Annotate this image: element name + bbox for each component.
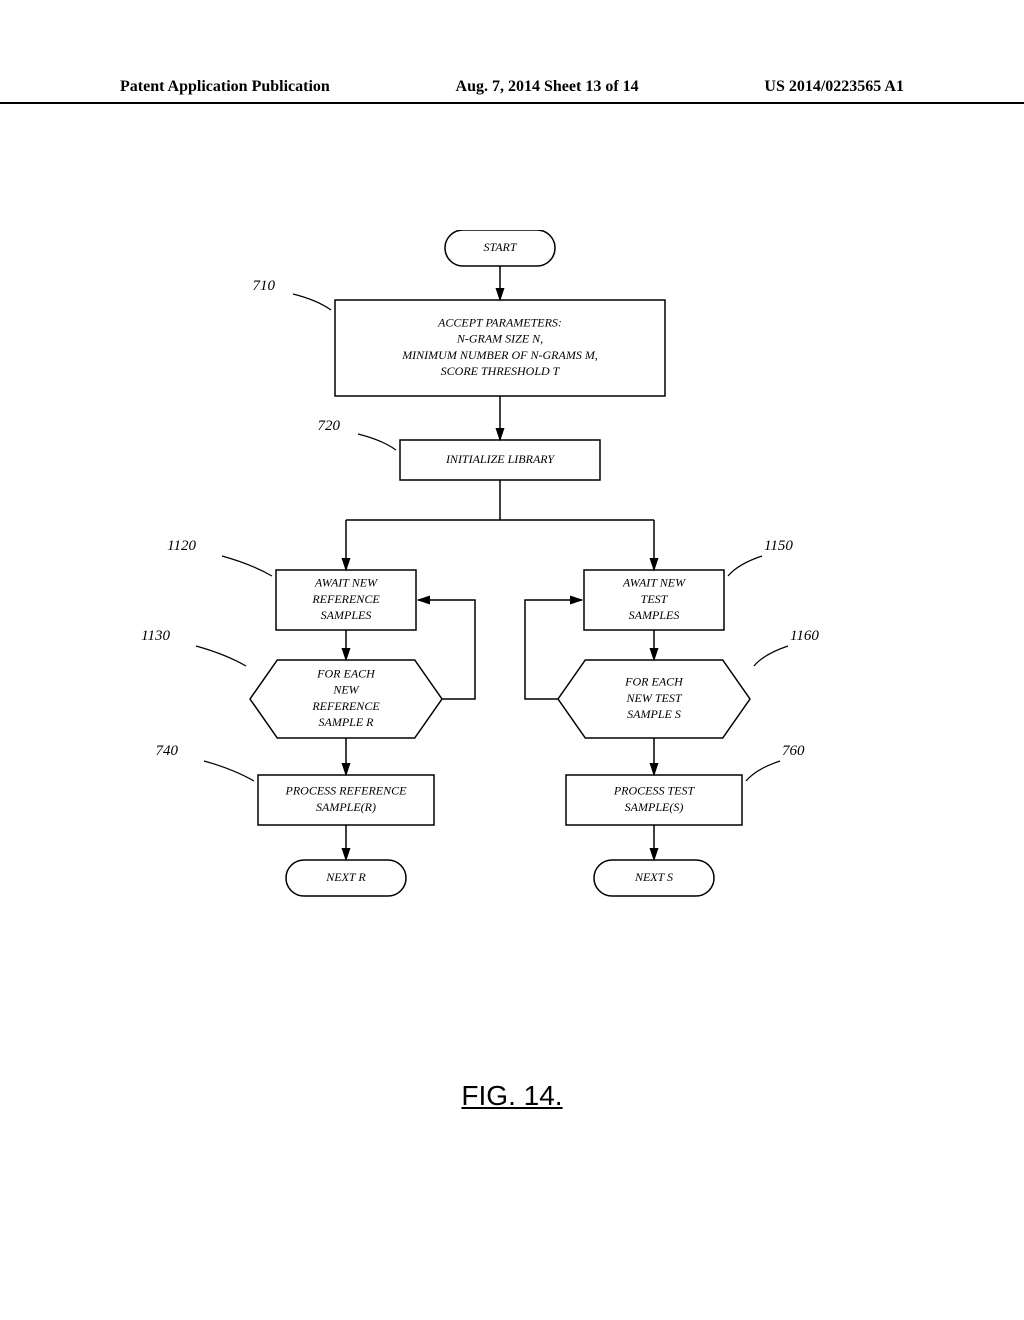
svg-text:NEXT S: NEXT S bbox=[634, 870, 673, 884]
svg-text:NEW TEST: NEW TEST bbox=[625, 691, 682, 705]
svg-text:NEXT R: NEXT R bbox=[325, 870, 366, 884]
svg-text:1120: 1120 bbox=[167, 538, 196, 554]
svg-text:START: START bbox=[483, 240, 517, 254]
svg-text:SAMPLE(R): SAMPLE(R) bbox=[316, 800, 376, 814]
svg-text:PROCESS TEST: PROCESS TEST bbox=[613, 784, 696, 798]
svg-text:REFERENCE: REFERENCE bbox=[311, 699, 380, 713]
svg-text:SAMPLES: SAMPLES bbox=[321, 608, 372, 622]
svg-text:AWAIT NEW: AWAIT NEW bbox=[314, 576, 378, 590]
svg-text:740: 740 bbox=[156, 743, 179, 759]
svg-text:720: 720 bbox=[318, 418, 341, 434]
svg-text:1150: 1150 bbox=[764, 538, 793, 554]
svg-text:1160: 1160 bbox=[790, 628, 819, 644]
svg-text:NEW: NEW bbox=[332, 683, 359, 697]
header-left: Patent Application Publication bbox=[120, 78, 330, 96]
svg-text:PROCESS REFERENCE: PROCESS REFERENCE bbox=[285, 784, 408, 798]
svg-text:N-GRAM SIZE N,: N-GRAM SIZE N, bbox=[456, 332, 543, 346]
flowchart-diagram: START ACCEPT PARAMETERS: N-GRAM SIZE N, MIN… bbox=[0, 230, 1024, 990]
svg-text:FOR EACH: FOR EACH bbox=[624, 675, 684, 689]
svg-text:710: 710 bbox=[253, 278, 276, 294]
svg-text:ACCEPT PARAMETERS:: ACCEPT PARAMETERS: bbox=[437, 315, 562, 329]
svg-text:REFERENCE: REFERENCE bbox=[311, 592, 380, 606]
header-center: Aug. 7, 2014 Sheet 13 of 14 bbox=[456, 78, 639, 96]
header-right: US 2014/0223565 A1 bbox=[764, 78, 904, 96]
svg-text:SCORE THRESHOLD T: SCORE THRESHOLD T bbox=[441, 364, 561, 378]
svg-text:1130: 1130 bbox=[141, 628, 170, 644]
figure-label: FIG. 14. bbox=[0, 1080, 1024, 1112]
svg-text:760: 760 bbox=[782, 743, 805, 759]
svg-text:SAMPLE R: SAMPLE R bbox=[319, 715, 375, 729]
svg-text:INITIALIZE LIBRARY: INITIALIZE LIBRARY bbox=[445, 452, 555, 466]
svg-text:FOR EACH: FOR EACH bbox=[316, 666, 376, 680]
svg-text:MINIMUM NUMBER OF N-GRAMS M,: MINIMUM NUMBER OF N-GRAMS M, bbox=[401, 348, 598, 362]
svg-text:SAMPLE(S): SAMPLE(S) bbox=[625, 800, 684, 814]
page-header: Patent Application Publication Aug. 7, 2… bbox=[0, 78, 1024, 104]
svg-text:TEST: TEST bbox=[641, 592, 669, 606]
svg-text:SAMPLES: SAMPLES bbox=[629, 608, 680, 622]
svg-text:AWAIT NEW: AWAIT NEW bbox=[622, 576, 686, 590]
svg-text:SAMPLE S: SAMPLE S bbox=[627, 707, 681, 721]
